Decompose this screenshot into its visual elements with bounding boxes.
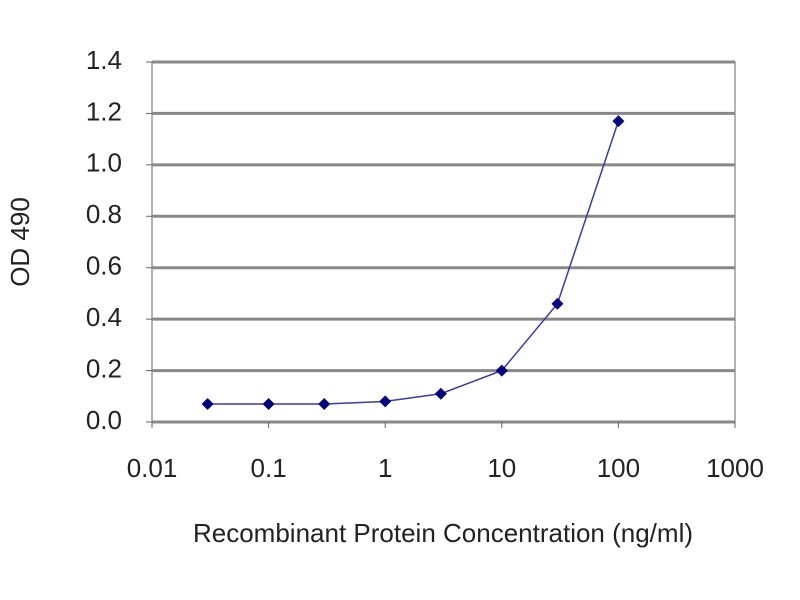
data-point bbox=[551, 297, 564, 310]
y-tick-label: 0.8 bbox=[86, 199, 122, 229]
data-point bbox=[262, 398, 275, 410]
x-tick-label: 1000 bbox=[706, 453, 764, 483]
data-point bbox=[379, 395, 392, 408]
y-tick-label: 1.4 bbox=[86, 45, 122, 75]
plot-area bbox=[151, 61, 736, 423]
y-tick-label: 0.2 bbox=[86, 353, 122, 383]
y-tick-label: 1.2 bbox=[86, 96, 122, 126]
data-point bbox=[495, 364, 508, 377]
x-axis-title: Recombinant Protein Concentration (ng/ml… bbox=[193, 518, 693, 548]
data-point bbox=[434, 387, 447, 400]
y-tick-label: 0.6 bbox=[86, 251, 122, 281]
x-tick-label: 0.01 bbox=[127, 453, 178, 483]
x-tick-label: 10 bbox=[487, 453, 516, 483]
y-tick-label: 0.4 bbox=[86, 302, 122, 332]
y-tick-label: 0.0 bbox=[86, 405, 122, 435]
x-tick-label: 100 bbox=[597, 453, 640, 483]
data-point bbox=[201, 398, 214, 410]
data-point bbox=[612, 115, 625, 128]
data-point bbox=[318, 398, 331, 410]
data-line bbox=[207, 120, 620, 405]
y-tick-label: 1.0 bbox=[86, 148, 122, 178]
y-axis-title: OD 490 bbox=[5, 197, 35, 287]
x-tick-label: 0.1 bbox=[251, 453, 287, 483]
x-tick-label: 1 bbox=[378, 453, 392, 483]
